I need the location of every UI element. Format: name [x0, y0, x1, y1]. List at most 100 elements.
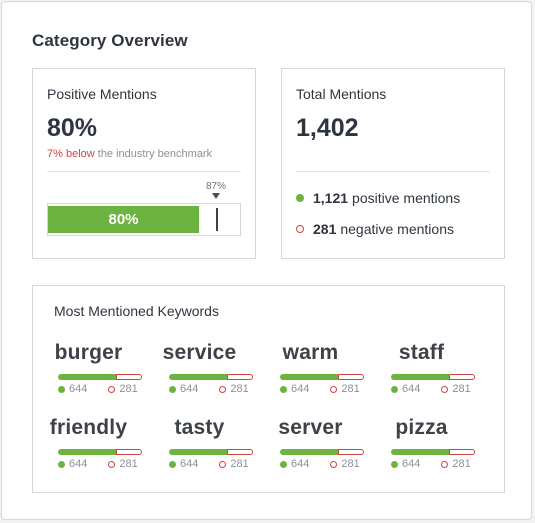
negative-text: negative mentions	[340, 221, 454, 237]
keyword-counts: 644 281	[58, 458, 138, 470]
positive-text: positive mentions	[352, 190, 461, 206]
keyword-counts: 644 281	[58, 383, 138, 395]
keyword-positive-fill	[391, 449, 449, 455]
keyword-negative-fill	[338, 449, 364, 455]
negative-dot-icon	[108, 460, 116, 468]
benchmark-pointer-icon	[212, 193, 220, 199]
keyword-positive-count: 644	[180, 383, 199, 395]
keyword-positive-count: 644	[402, 383, 421, 395]
negative-dot-icon	[330, 460, 338, 468]
keyword-item[interactable]: burger 644 281	[33, 341, 144, 405]
positive-dot-icon	[280, 385, 287, 393]
keyword-positive-fill	[169, 374, 227, 380]
keyword-positive-count: 644	[402, 458, 421, 470]
keyword-negative-count: 281	[341, 458, 360, 470]
positive-dot-icon	[58, 460, 65, 468]
keyword-word: friendly	[49, 416, 128, 439]
keyword-item[interactable]: pizza 644 281	[366, 416, 477, 480]
negative-count: 281	[313, 221, 337, 237]
keyword-negative-count: 281	[452, 383, 471, 395]
keyword-word: server	[278, 416, 343, 439]
keyword-word: staff	[398, 341, 445, 364]
keyword-negative-fill	[227, 374, 253, 380]
keyword-sentiment-bar	[58, 449, 142, 455]
keyword-item[interactable]: service 644 281	[144, 341, 255, 405]
keyword-sentiment-bar	[280, 449, 364, 455]
positive-dot-icon	[58, 385, 65, 393]
keyword-item[interactable]: server 644 281	[255, 416, 366, 480]
keyword-word: warm	[282, 341, 339, 364]
keyword-positive-count: 644	[291, 458, 310, 470]
positive-mentions-row: 1,121 positive mentions	[296, 190, 460, 206]
keyword-negative-count: 281	[452, 458, 471, 470]
total-mentions-label: Total Mentions	[296, 86, 387, 102]
keyword-counts: 644 281	[391, 458, 471, 470]
negative-dot-icon	[296, 225, 304, 233]
keyword-positive-fill	[280, 449, 338, 455]
keyword-sentiment-bar	[280, 374, 364, 380]
keyword-positive-fill	[391, 374, 449, 380]
keyword-sentiment-bar	[58, 374, 142, 380]
keyword-counts: 644 281	[280, 383, 360, 395]
positive-mentions-value: 80%	[47, 114, 98, 142]
benchmark-value: 87%	[206, 181, 227, 192]
keyword-negative-count: 281	[230, 458, 249, 470]
keyword-sentiment-bar	[169, 374, 253, 380]
keyword-item[interactable]: warm 644 281	[255, 341, 366, 405]
benchmark-note: 7% below the industry benchmark	[47, 148, 212, 160]
page-title: Category Overview	[32, 31, 188, 50]
positive-progress-fill: 80%	[48, 206, 199, 233]
positive-progress-bar: 80%	[47, 203, 241, 236]
keyword-counts: 644 281	[169, 383, 249, 395]
keyword-positive-count: 644	[69, 383, 88, 395]
keyword-positive-count: 644	[180, 458, 199, 470]
negative-dot-icon	[441, 460, 449, 468]
positive-dot-icon	[169, 385, 176, 393]
benchmark-text: the industry benchmark	[94, 148, 213, 160]
keyword-item[interactable]: staff 644 281	[366, 341, 477, 405]
positive-dot-icon	[169, 460, 176, 468]
keyword-sentiment-bar	[391, 374, 475, 380]
keyword-negative-count: 281	[230, 383, 249, 395]
total-mentions-value: 1,402	[296, 114, 359, 142]
keyword-negative-fill	[449, 449, 475, 455]
benchmark-delta: 7% below	[47, 148, 95, 160]
keyword-item[interactable]: friendly 644 281	[33, 416, 144, 480]
total-mentions-card: Total Mentions 1,402 1,121 positive ment…	[281, 68, 505, 259]
divider	[296, 171, 490, 172]
keyword-negative-fill	[338, 374, 364, 380]
keyword-positive-fill	[169, 449, 227, 455]
keyword-word: service	[162, 341, 237, 364]
positive-mentions-card: Positive Mentions 80% 7% below the indus…	[32, 68, 256, 259]
keyword-negative-count: 281	[119, 458, 138, 470]
keyword-negative-fill	[116, 374, 142, 380]
positive-dot-icon	[280, 460, 287, 468]
keywords-card: Most Mentioned Keywords burger 644 281 serv…	[32, 285, 505, 493]
negative-mentions-row: 281 negative mentions	[296, 221, 454, 237]
keyword-negative-fill	[116, 449, 142, 455]
negative-dot-icon	[330, 385, 338, 393]
keyword-counts: 644 281	[280, 458, 360, 470]
positive-dot-icon	[391, 385, 398, 393]
keyword-word: burger	[54, 341, 123, 364]
keyword-sentiment-bar	[169, 449, 253, 455]
keyword-positive-fill	[58, 374, 116, 380]
keyword-item[interactable]: tasty 644 281	[144, 416, 255, 480]
keyword-negative-count: 281	[119, 383, 138, 395]
benchmark-marker	[216, 208, 218, 231]
keyword-positive-count: 644	[69, 458, 88, 470]
keyword-sentiment-bar	[391, 449, 475, 455]
keyword-positive-fill	[280, 374, 338, 380]
negative-dot-icon	[219, 460, 227, 468]
keyword-counts: 644 281	[391, 383, 471, 395]
keyword-negative-fill	[227, 449, 253, 455]
negative-dot-icon	[219, 385, 227, 393]
keywords-label: Most Mentioned Keywords	[54, 303, 219, 319]
positive-mentions-label: Positive Mentions	[47, 86, 157, 102]
positive-dot-icon	[296, 194, 304, 202]
keyword-word: pizza	[395, 416, 448, 439]
keyword-word: tasty	[174, 416, 225, 439]
keyword-positive-count: 644	[291, 383, 310, 395]
negative-dot-icon	[108, 385, 116, 393]
